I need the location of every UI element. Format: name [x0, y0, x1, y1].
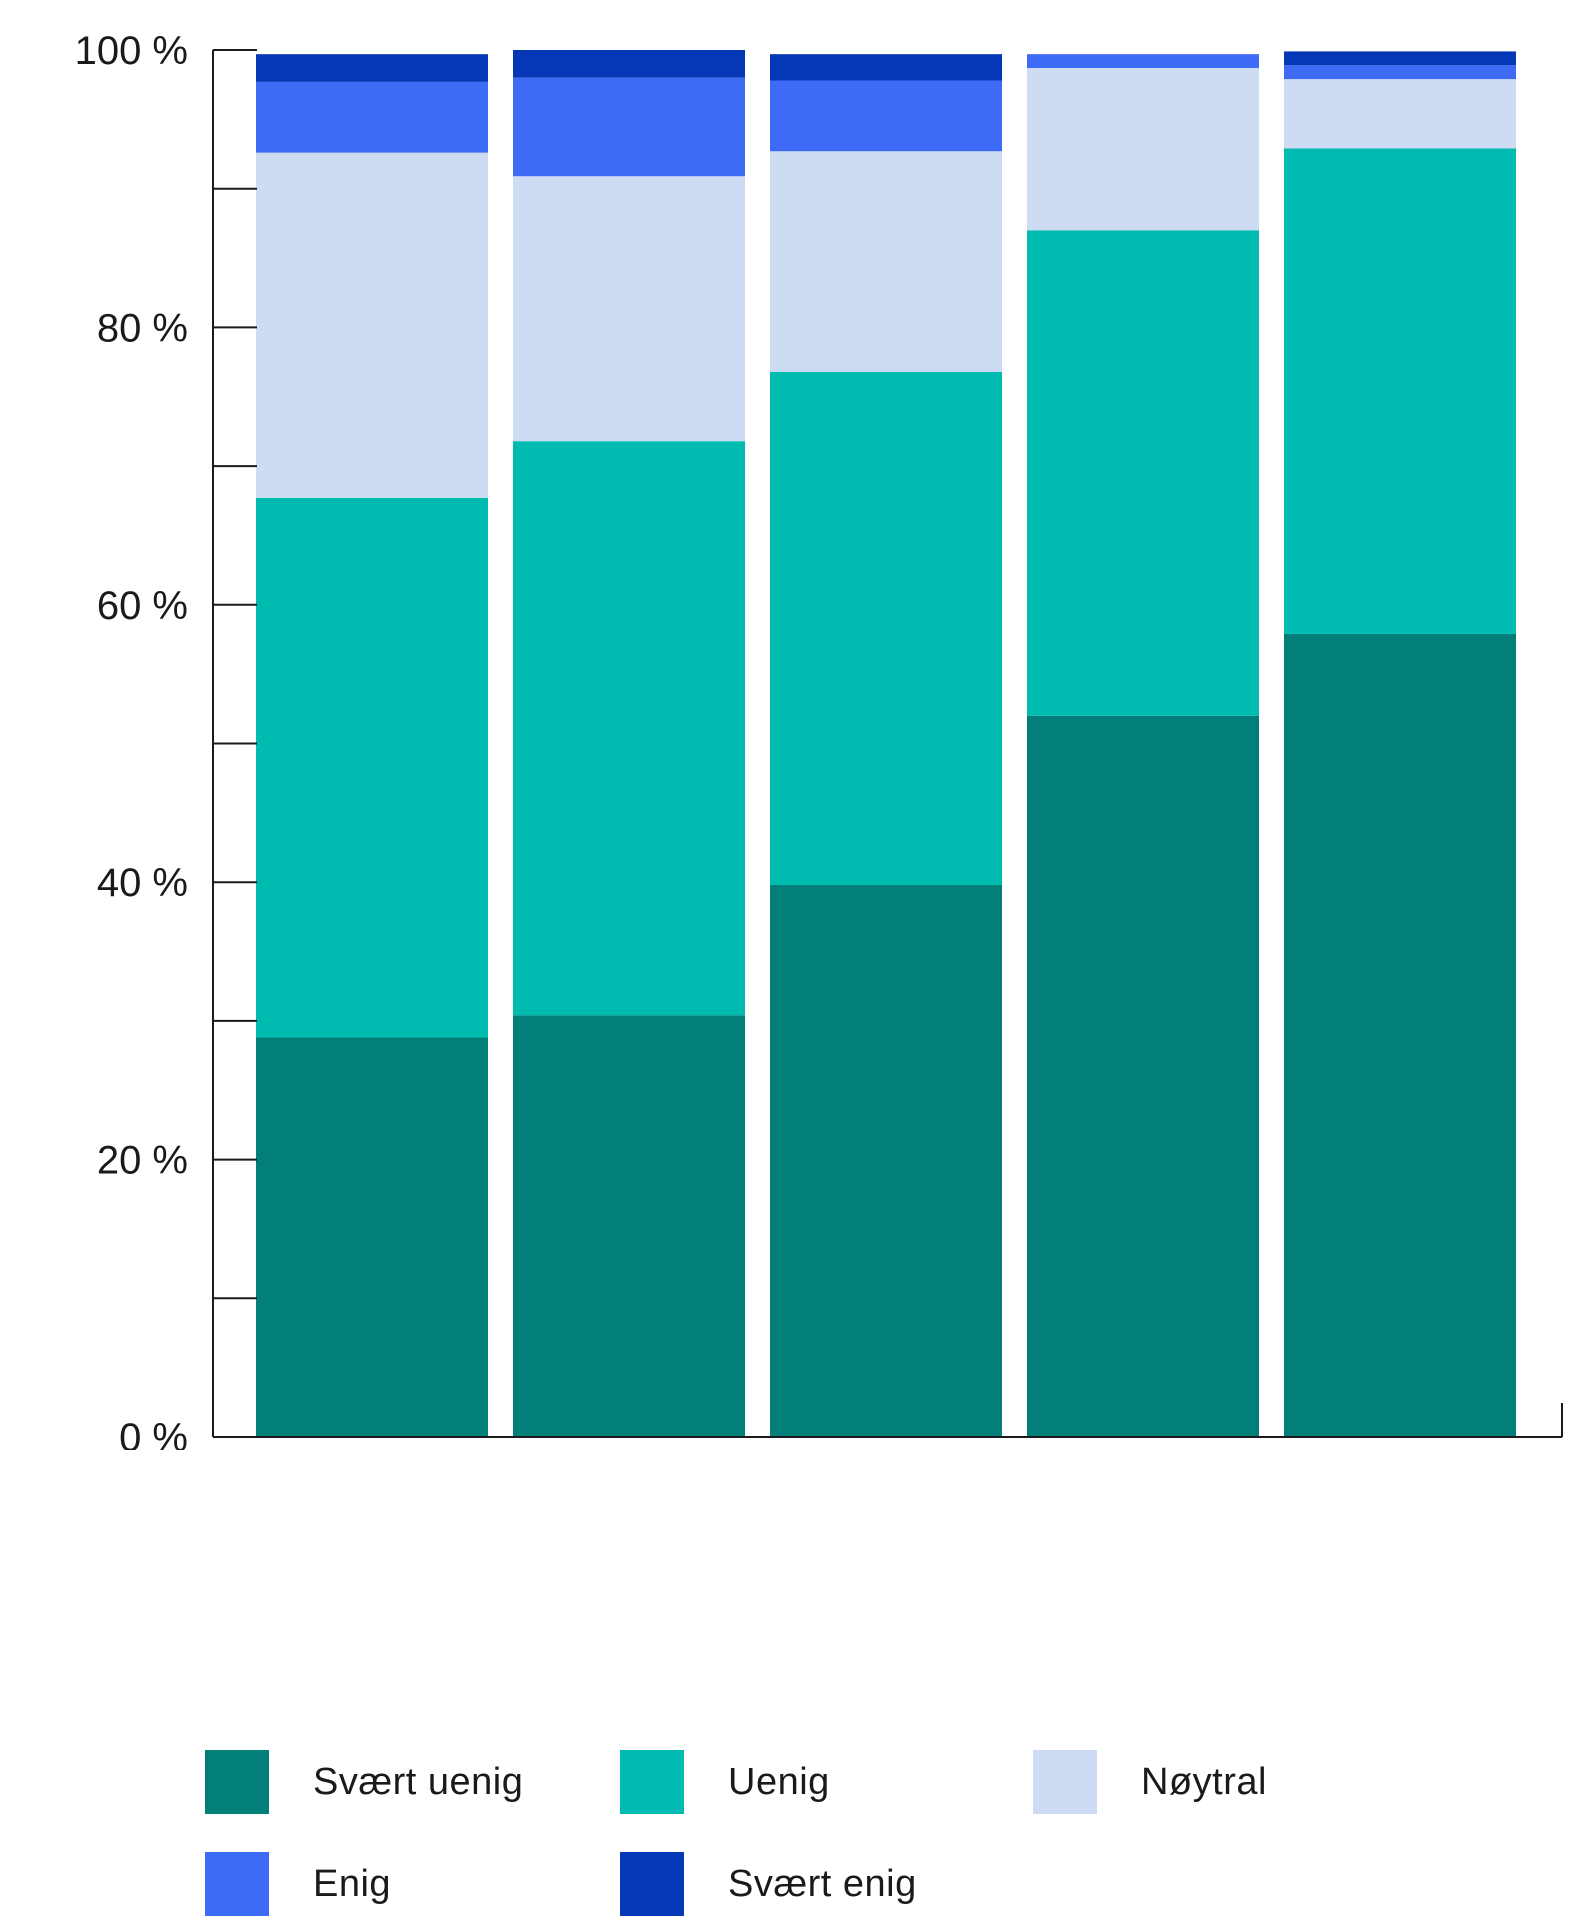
y-tick-label: 40 % [97, 861, 188, 905]
legend-label-enig: Enig [313, 1862, 392, 1905]
axes-layer [212, 49, 1563, 1438]
bar-segment-uenig-4 [1027, 230, 1259, 716]
bar-segment-noytral-3 [770, 151, 1002, 372]
bar-segment-uenig-2 [513, 441, 745, 1016]
bar-segment-svaert-enig-5 [1284, 51, 1516, 66]
legend-swatch-noytral [1033, 1750, 1097, 1814]
bar-segment-uenig-3 [770, 371, 1002, 885]
legend-item-uenig: Uenig [620, 1750, 830, 1814]
bar-segment-enig-5 [1284, 65, 1516, 80]
bar-segment-enig-3 [770, 80, 1002, 152]
legend-label-svaert-enig: Svært enig [728, 1862, 917, 1905]
bar-segment-svaert-uenig-4 [1027, 715, 1259, 1437]
bar-segment-enig-4 [1027, 54, 1259, 69]
legend-label-svaert-uenig: Svært uenig [313, 1760, 524, 1803]
bar-segment-svaert-enig-1 [256, 54, 488, 82]
legend-item-svaert-uenig: Svært uenig [205, 1750, 523, 1814]
legend-swatch-svaert-enig [620, 1852, 684, 1916]
bar-segment-svaert-uenig-2 [513, 1015, 745, 1437]
bar-segment-svaert-uenig-3 [770, 884, 1002, 1437]
bar-segment-noytral-2 [513, 176, 745, 442]
y-tick-label: 80 % [97, 306, 188, 350]
legend-item-enig: Enig [205, 1852, 391, 1916]
y-tick-labels: 0 % 20 % 40 % 60 % 80 % 100 % [75, 29, 188, 1450]
y-tick-label: 20 % [97, 1139, 188, 1183]
bar-segment-enig-2 [513, 77, 745, 177]
legend-label-noytral: Nøytral [1141, 1760, 1267, 1803]
bars-layer [256, 50, 1516, 1437]
y-tick-label: 100 % [75, 29, 188, 73]
legend-item-noytral: Nøytral [1033, 1750, 1267, 1814]
stacked-bar-chart: 0 %20 %40 %60 %80 %100 % Reiselivettar i… [75, 29, 1563, 1450]
bar-segment-noytral-1 [256, 152, 488, 499]
bar-segment-svaert-enig-2 [513, 50, 745, 78]
y-tick-label: 0 % [119, 1416, 188, 1450]
legend-item-svaert-enig: Svært enig [620, 1852, 917, 1916]
bar-segment-uenig-1 [256, 498, 488, 1038]
legend-label-uenig: Uenig [728, 1760, 830, 1803]
bar-segment-svaert-uenig-1 [256, 1037, 488, 1437]
legend-swatch-enig [205, 1852, 269, 1916]
bar-segment-uenig-5 [1284, 148, 1516, 634]
bar-segment-svaert-enig-3 [770, 54, 1002, 81]
bar-segment-svaert-uenig-5 [1284, 633, 1516, 1437]
bar-segment-noytral-5 [1284, 79, 1516, 149]
bar-segment-noytral-4 [1027, 68, 1259, 231]
y-tick-label: 60 % [97, 584, 188, 628]
bar-segment-enig-1 [256, 81, 488, 153]
legend-swatch-uenig [620, 1750, 684, 1814]
legend-swatch-svaert-uenig [205, 1750, 269, 1814]
